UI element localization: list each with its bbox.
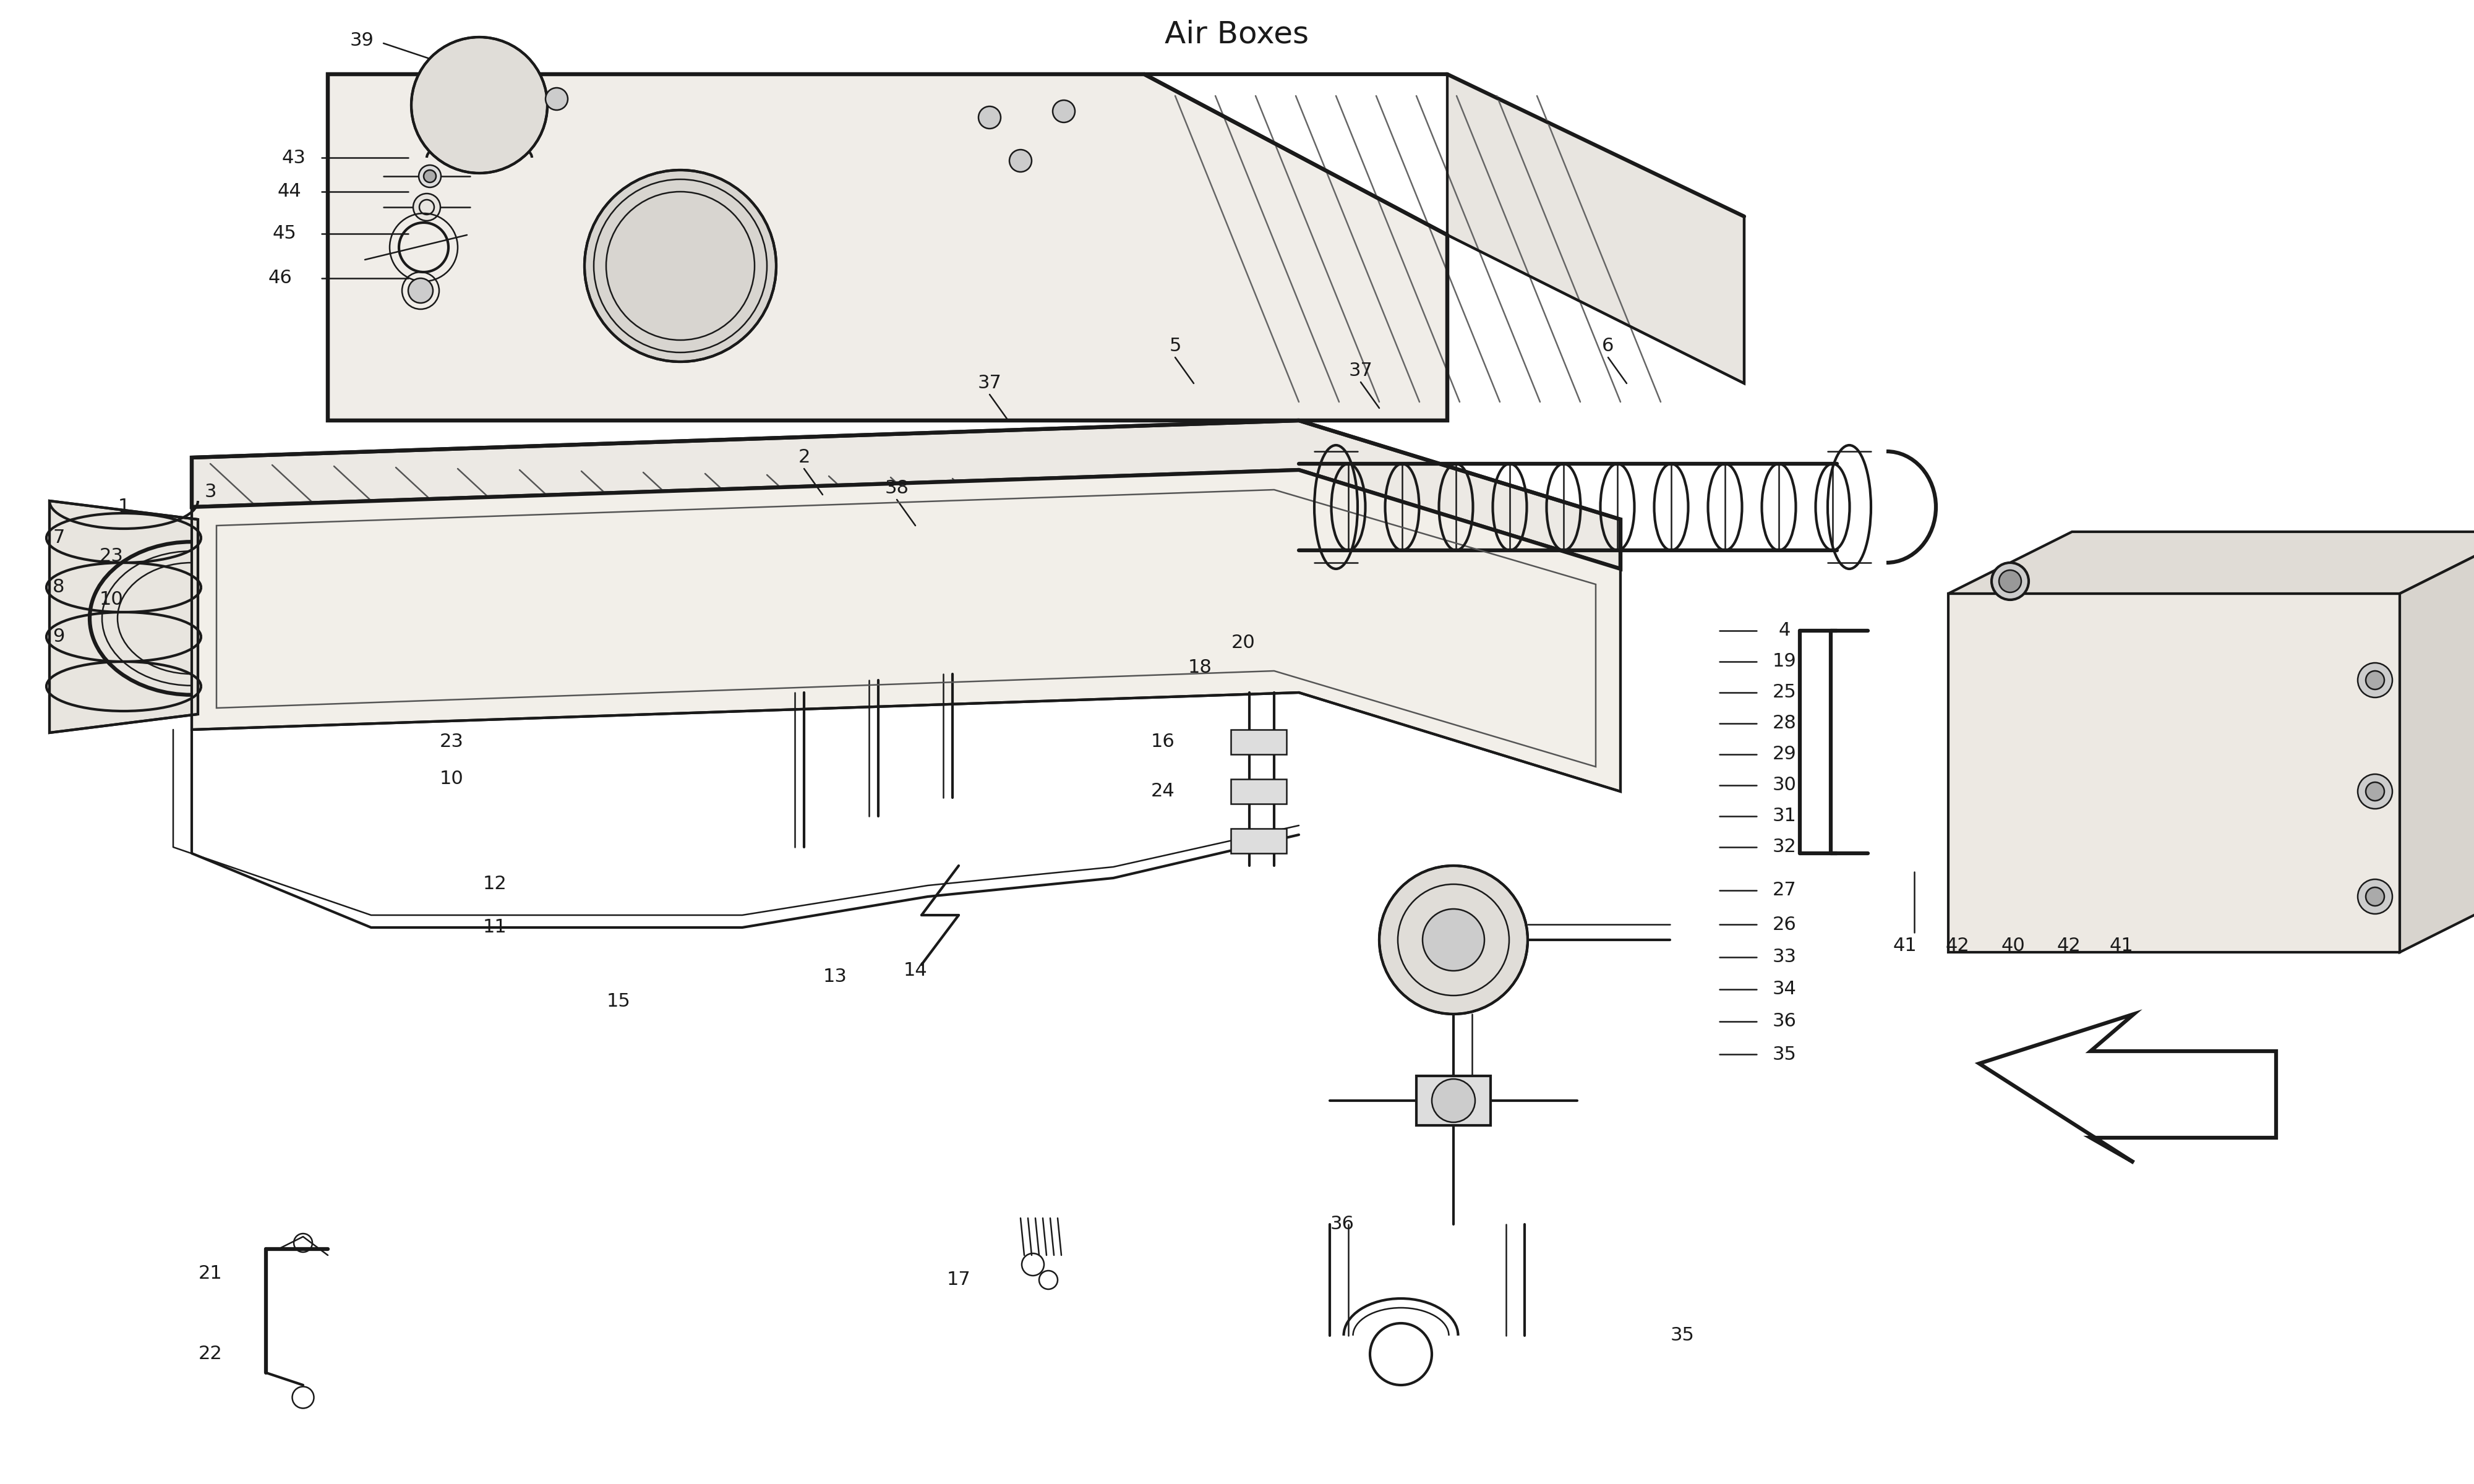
Circle shape bbox=[1423, 908, 1484, 971]
Text: 18: 18 bbox=[1188, 659, 1212, 677]
Circle shape bbox=[1054, 99, 1074, 122]
Text: 30: 30 bbox=[1771, 776, 1796, 794]
Text: 21: 21 bbox=[198, 1264, 223, 1282]
Text: 37: 37 bbox=[977, 374, 1002, 392]
Text: 33: 33 bbox=[1771, 948, 1796, 966]
Polygon shape bbox=[1447, 74, 1744, 383]
Text: 11: 11 bbox=[482, 919, 507, 936]
Circle shape bbox=[418, 165, 440, 187]
Circle shape bbox=[584, 171, 777, 362]
Circle shape bbox=[1992, 562, 2029, 600]
Text: 8: 8 bbox=[52, 579, 64, 597]
Text: 22: 22 bbox=[198, 1345, 223, 1364]
Text: 6: 6 bbox=[1603, 337, 1613, 355]
Circle shape bbox=[2365, 671, 2385, 690]
Text: Air Boxes: Air Boxes bbox=[1165, 19, 1309, 49]
Bar bbox=[1415, 1076, 1489, 1125]
Text: 35: 35 bbox=[1670, 1327, 1695, 1345]
Text: 28: 28 bbox=[1771, 714, 1796, 733]
Text: 36: 36 bbox=[1331, 1215, 1353, 1233]
Text: 16: 16 bbox=[1150, 733, 1175, 751]
Circle shape bbox=[2358, 775, 2392, 809]
Bar bbox=[1232, 828, 1286, 853]
Text: 1: 1 bbox=[119, 499, 129, 516]
Text: 23: 23 bbox=[440, 733, 463, 751]
Bar bbox=[1232, 730, 1286, 754]
Text: 17: 17 bbox=[948, 1270, 970, 1290]
Circle shape bbox=[2358, 663, 2392, 697]
Text: 35: 35 bbox=[1771, 1045, 1796, 1063]
Circle shape bbox=[2358, 879, 2392, 914]
Polygon shape bbox=[193, 470, 1620, 791]
Circle shape bbox=[1380, 865, 1529, 1014]
Text: 12: 12 bbox=[482, 876, 507, 893]
Circle shape bbox=[544, 88, 569, 110]
Circle shape bbox=[411, 37, 547, 174]
Text: 10: 10 bbox=[440, 770, 463, 788]
Circle shape bbox=[1432, 1079, 1475, 1122]
Text: 41: 41 bbox=[2110, 936, 2133, 956]
Polygon shape bbox=[49, 500, 198, 733]
Polygon shape bbox=[1950, 531, 2474, 594]
Text: 13: 13 bbox=[824, 968, 846, 985]
Circle shape bbox=[1999, 570, 2021, 592]
Text: 19: 19 bbox=[1771, 653, 1796, 671]
Circle shape bbox=[413, 193, 440, 221]
Text: 32: 32 bbox=[1771, 838, 1796, 856]
Text: 26: 26 bbox=[1771, 916, 1796, 933]
Text: 23: 23 bbox=[99, 548, 124, 565]
Polygon shape bbox=[193, 420, 1620, 568]
Text: 41: 41 bbox=[1893, 936, 1917, 956]
Text: 38: 38 bbox=[886, 479, 908, 497]
Text: 34: 34 bbox=[1771, 981, 1796, 999]
Circle shape bbox=[1009, 150, 1032, 172]
Text: 36: 36 bbox=[1771, 1012, 1796, 1030]
Text: 42: 42 bbox=[1945, 936, 1969, 956]
Bar bbox=[1950, 594, 2400, 953]
Text: 5: 5 bbox=[1170, 337, 1180, 355]
Text: 24: 24 bbox=[1150, 782, 1175, 800]
Text: 46: 46 bbox=[267, 269, 292, 288]
Circle shape bbox=[408, 279, 433, 303]
Circle shape bbox=[2365, 887, 2385, 905]
Text: 40: 40 bbox=[2001, 936, 2026, 956]
Text: 29: 29 bbox=[1771, 745, 1796, 763]
Circle shape bbox=[2365, 782, 2385, 801]
Text: 45: 45 bbox=[272, 224, 297, 243]
Text: 20: 20 bbox=[1232, 634, 1254, 651]
Polygon shape bbox=[1979, 1014, 2276, 1162]
Text: 44: 44 bbox=[277, 183, 302, 200]
Text: 10: 10 bbox=[99, 591, 124, 608]
Text: 9: 9 bbox=[52, 628, 64, 646]
Text: 43: 43 bbox=[282, 148, 307, 166]
Circle shape bbox=[423, 171, 435, 183]
Text: 42: 42 bbox=[2056, 936, 2081, 956]
Text: 37: 37 bbox=[1348, 362, 1373, 380]
Text: 31: 31 bbox=[1771, 807, 1796, 825]
Text: 4: 4 bbox=[1779, 622, 1791, 640]
Text: 27: 27 bbox=[1771, 881, 1796, 899]
Text: 15: 15 bbox=[606, 993, 631, 1011]
Bar bbox=[1232, 779, 1286, 804]
Polygon shape bbox=[327, 74, 1447, 420]
Circle shape bbox=[980, 107, 999, 129]
Text: 25: 25 bbox=[1771, 684, 1796, 702]
Text: 39: 39 bbox=[349, 31, 374, 49]
Polygon shape bbox=[2400, 531, 2474, 953]
Text: 14: 14 bbox=[903, 962, 928, 979]
Text: 2: 2 bbox=[799, 448, 809, 466]
Text: 7: 7 bbox=[52, 528, 64, 548]
Text: 3: 3 bbox=[205, 482, 215, 500]
